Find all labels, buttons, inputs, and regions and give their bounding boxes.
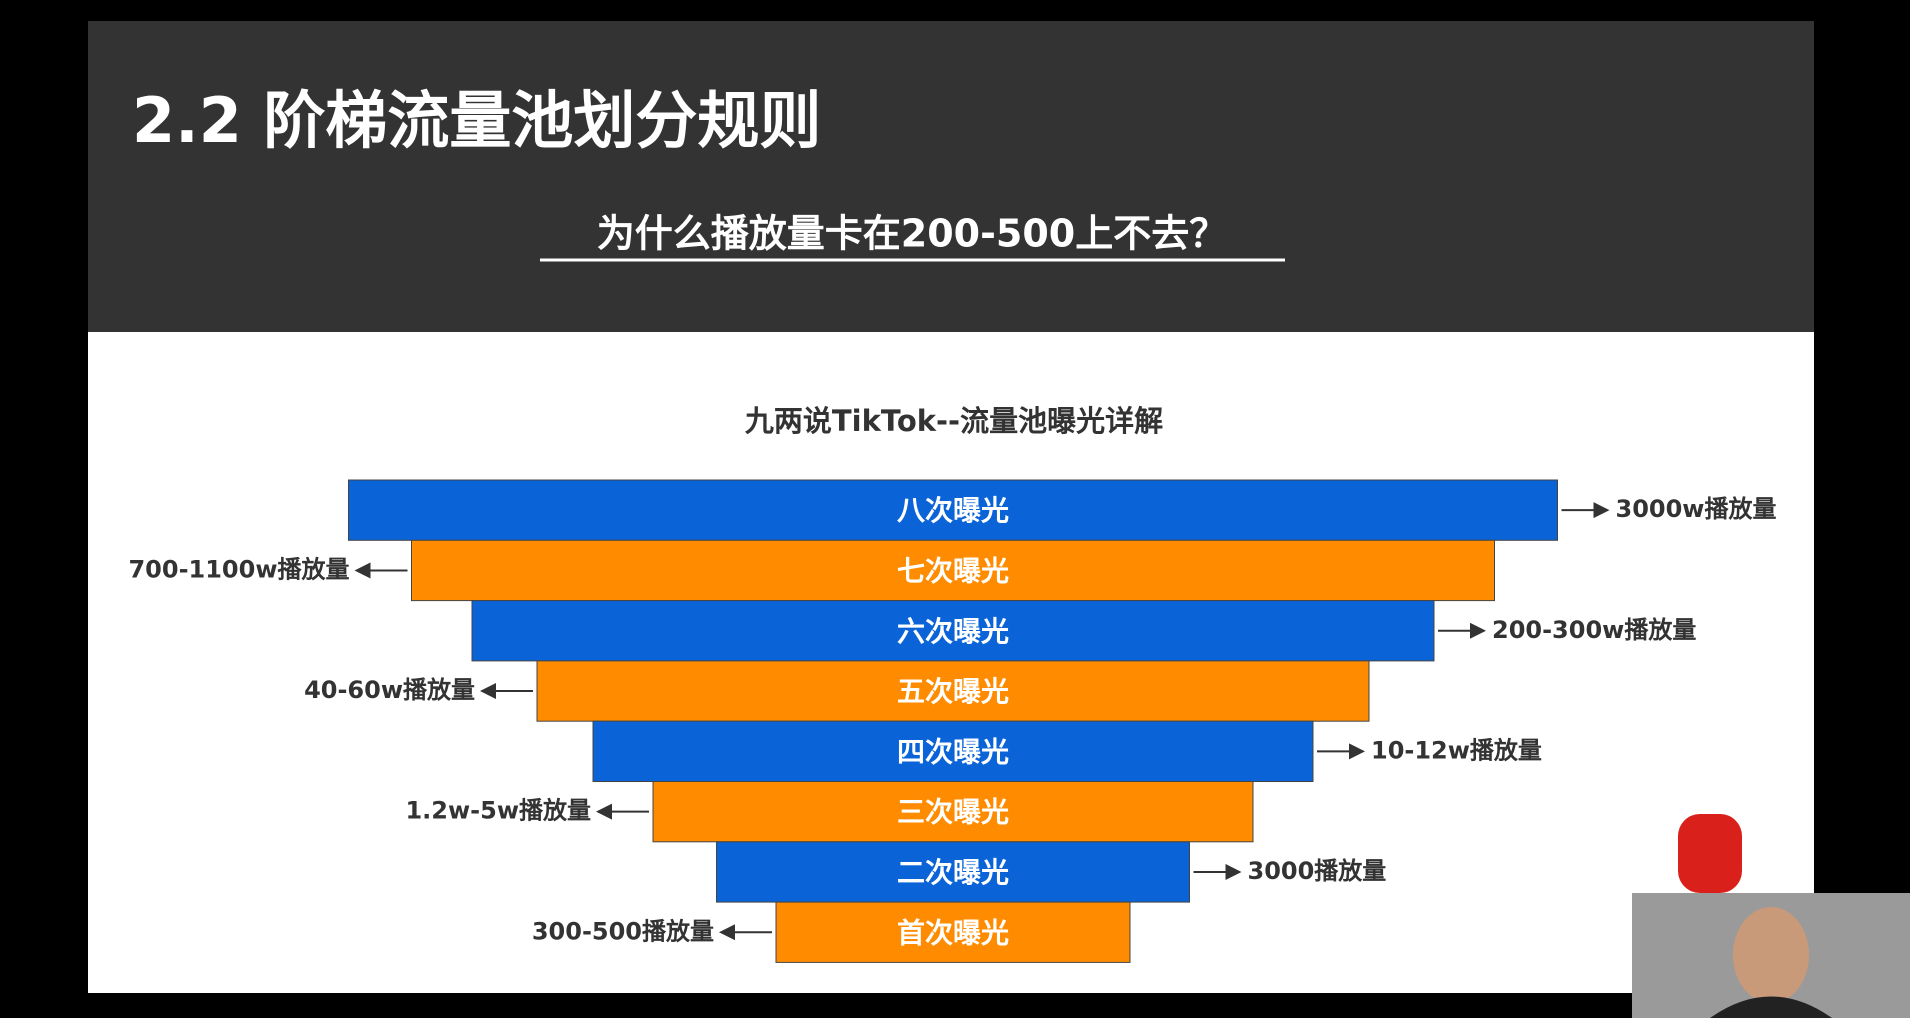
level-label: 三次曝光 [897, 796, 1009, 829]
funnel-level [411, 539, 1495, 602]
views-label: 200-300w播放量 [1492, 616, 1696, 644]
webcam [1632, 893, 1910, 1018]
views-label: 10-12w播放量 [1371, 736, 1542, 764]
webcam-body [1710, 996, 1832, 1018]
level-label: 二次曝光 [897, 856, 1009, 889]
funnel-level [348, 479, 1558, 541]
level-label: 六次曝光 [897, 615, 1009, 648]
stamp-shape [1678, 814, 1742, 893]
funnel-level [775, 901, 1131, 963]
level-label: 七次曝光 [897, 554, 1009, 587]
funnel-level [652, 781, 1254, 843]
funnel-level [592, 720, 1314, 783]
diagram-title: 九两说TikTok--流量池曝光详解 [745, 404, 1163, 438]
views-label: 3000播放量 [1248, 857, 1387, 885]
views-label: 300-500播放量 [532, 917, 714, 945]
funnel-level [536, 660, 1370, 722]
level-label: 八次曝光 [897, 494, 1009, 527]
views-label: 700-1100w播放量 [128, 555, 349, 583]
funnel-level [716, 841, 1190, 903]
views-label: 3000w播放量 [1616, 495, 1777, 523]
slide-subtitle: 为什么播放量卡在200-500上不去？ [597, 212, 1227, 256]
funnel-level [471, 600, 1435, 662]
level-label: 四次曝光 [897, 735, 1009, 768]
views-label: 1.2w-5w播放量 [405, 797, 591, 825]
views-label: 40-60w播放量 [304, 676, 475, 704]
webcam-face [1733, 907, 1809, 1003]
slide-title: 2.2 阶梯流量池划分规则 [132, 84, 821, 157]
level-label: 五次曝光 [897, 675, 1009, 708]
slide-header [88, 21, 1814, 332]
stamp [1678, 814, 1742, 893]
level-label: 首次曝光 [897, 916, 1009, 949]
